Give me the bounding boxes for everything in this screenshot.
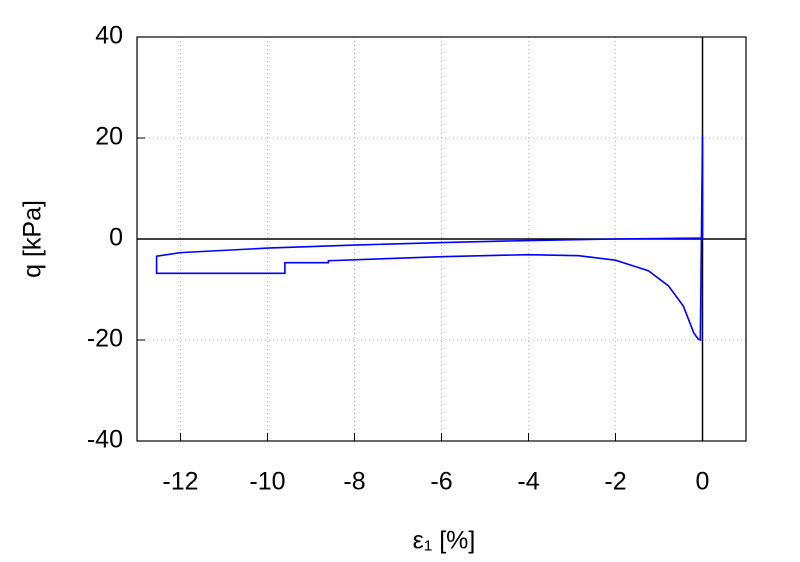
- x-tick-label: -10: [249, 468, 285, 496]
- x-axis-label: ε₁ [%]: [413, 527, 476, 555]
- y-tick-label: 40: [95, 22, 123, 50]
- data-line: [155, 135, 704, 342]
- y-axis-label: q [kPa]: [19, 200, 47, 278]
- x-tick-label: -12: [162, 468, 198, 496]
- x-tick-label: -8: [343, 468, 365, 496]
- y-tick-label: -20: [87, 325, 123, 353]
- y-tick-label: 20: [95, 123, 123, 151]
- x-tick-label: -2: [604, 468, 626, 496]
- x-tick-label: 0: [696, 468, 710, 496]
- y-tick-label: -40: [87, 426, 123, 454]
- x-tick-label: -6: [430, 468, 452, 496]
- y-tick-label: 0: [109, 224, 123, 252]
- plot-frame: [136, 36, 747, 442]
- x-tick-label: -4: [517, 468, 539, 496]
